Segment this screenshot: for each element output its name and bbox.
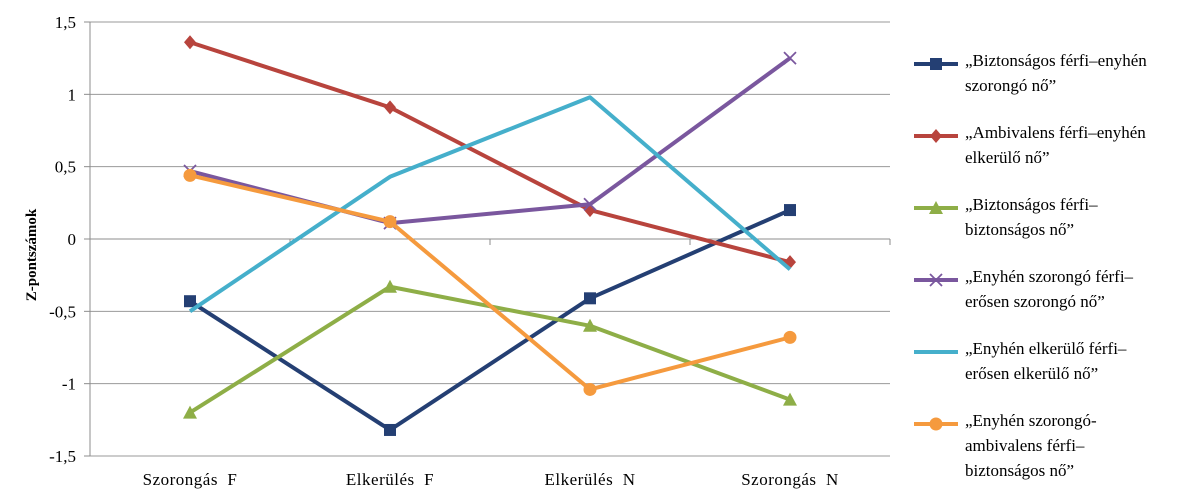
series-6 <box>183 168 797 396</box>
data-point <box>383 215 397 229</box>
legend-label: „Biztonságos férfi– biztonságos nő” <box>965 195 1098 239</box>
y-tick-label: 0,5 <box>55 158 76 177</box>
data-point <box>783 392 797 406</box>
series-3 <box>183 279 797 419</box>
data-point <box>929 417 943 431</box>
x-tick-label: Szorongás N <box>741 470 839 489</box>
x-tick-label: Szorongás F <box>143 470 238 489</box>
legend-item: „Enyhén szorongó- ambivalens férfi– bizt… <box>910 408 1200 480</box>
x-tick-labels: Szorongás F Elkerülés F Elkerülés N Szorong… <box>143 470 839 489</box>
legend-swatch <box>914 273 958 287</box>
data-point <box>183 168 197 182</box>
data-point <box>783 330 797 344</box>
data-point <box>184 35 196 50</box>
data-point <box>784 204 796 217</box>
legend: „Biztonságos férfi–enyhén szorongó nő” „A… <box>910 48 1200 480</box>
legend-label: „Ambivalens férfi–enyhén elkerülő nő” <box>965 123 1146 167</box>
y-axis-label: Z-pontszámok <box>24 208 40 301</box>
y-tick-label: -0,5 <box>49 302 76 321</box>
data-point <box>584 292 596 305</box>
legend-swatch <box>914 129 958 143</box>
legend-label: „Enyhén szorongó férfi– erősen szorongó … <box>965 267 1134 311</box>
data-point <box>583 197 597 211</box>
series-5 <box>188 95 792 313</box>
legend-label: „Enyhén szorongó- ambivalens férfi– bizt… <box>965 411 1097 480</box>
legend-swatch <box>914 201 958 214</box>
data-point <box>930 129 942 143</box>
data-point <box>583 382 597 396</box>
y-tick-label: 1,5 <box>55 13 76 32</box>
legend-item: „Enyhén szorongó férfi– erősen szorongó … <box>910 264 1200 336</box>
y-tick-labels: -1,5 -1 -0,5 0 0,5 1 1,5 <box>49 13 76 466</box>
series-2 <box>184 35 796 270</box>
legend-item: „Enyhén elkerülő férfi– erősen elkerülő … <box>910 336 1200 408</box>
legend-swatch <box>914 417 958 431</box>
y-tick-label: 1 <box>68 85 77 104</box>
data-point <box>384 423 396 436</box>
series-lines <box>183 35 797 436</box>
legend-label: „Enyhén elkerülő férfi– erősen elkerülő … <box>965 339 1127 383</box>
x-tick-label: Elkerülés N <box>545 470 636 489</box>
data-point <box>183 405 197 419</box>
series-line <box>189 40 791 265</box>
legend-item: „Biztonságos férfi–enyhén szorongó nő” <box>910 48 1200 120</box>
legend-item: „Biztonságos férfi– biztonságos nő” <box>910 192 1200 264</box>
data-point <box>583 318 597 332</box>
data-point <box>184 295 196 308</box>
data-point <box>929 201 943 214</box>
series-1 <box>184 204 796 436</box>
data-point <box>930 58 942 70</box>
data-point <box>383 279 397 293</box>
series-line <box>189 56 792 226</box>
series-4 <box>183 51 797 230</box>
series-line <box>188 95 792 313</box>
y-tick-label: -1 <box>62 375 76 394</box>
legend-swatch <box>914 58 958 70</box>
legend-swatch <box>914 350 958 354</box>
y-tick-label: 0 <box>68 230 77 249</box>
series-line <box>189 173 791 392</box>
data-point <box>929 273 943 287</box>
series-line <box>188 208 791 432</box>
data-point <box>384 100 396 115</box>
x-tick-label: Elkerülés F <box>346 470 434 489</box>
legend-label: „Biztonságos férfi–enyhén szorongó nő” <box>965 51 1147 95</box>
data-point <box>783 51 797 65</box>
legend-item: „Ambivalens férfi–enyhén elkerülő nő” <box>910 120 1200 192</box>
y-tick-label: -1,5 <box>49 447 76 466</box>
